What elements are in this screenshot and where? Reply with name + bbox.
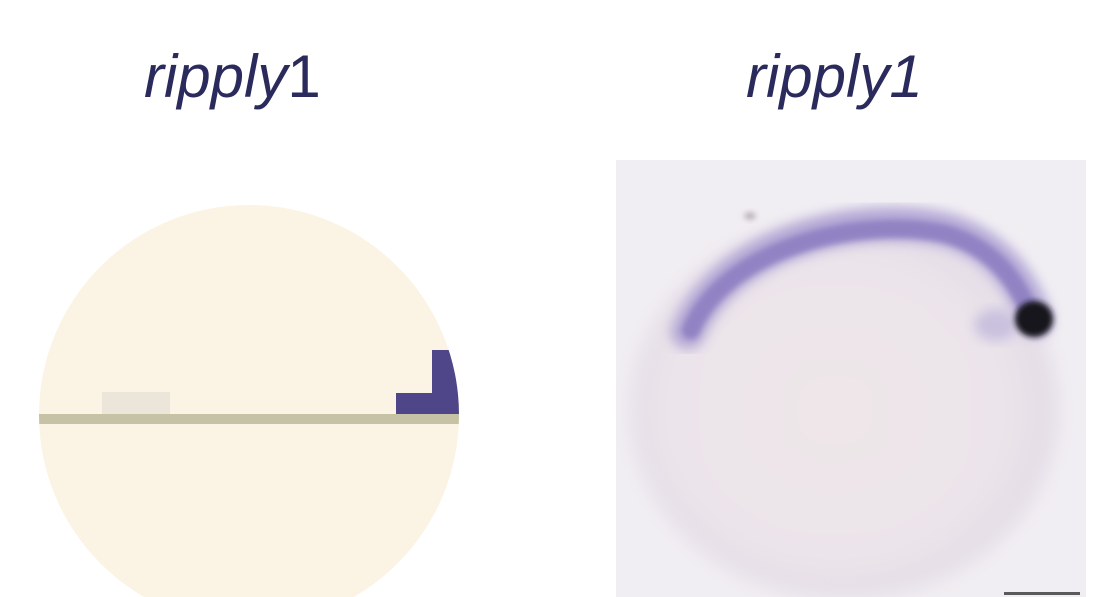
embryo-midline: [39, 414, 459, 424]
embryo-yolk: [629, 220, 1059, 597]
anterior-mark: [102, 392, 170, 414]
paraxial-expression-band: [682, 219, 1041, 339]
ripply1-expression-domain: [396, 350, 459, 414]
scale-bar: [1004, 592, 1080, 595]
schematic-gene-suffix: 1: [287, 43, 321, 110]
debris-speck: [744, 212, 756, 220]
tailbud-expression-dot: [1015, 301, 1053, 337]
schematic-title: ripply1: [144, 42, 321, 112]
in-situ-photo: [616, 160, 1086, 597]
tailbud-halo: [974, 309, 1018, 341]
schematic-gene-name: ripply: [144, 43, 288, 110]
embryo-outline: [39, 205, 459, 597]
embryo-schematic: [39, 205, 459, 597]
photo-title: ripply1: [746, 43, 923, 110]
